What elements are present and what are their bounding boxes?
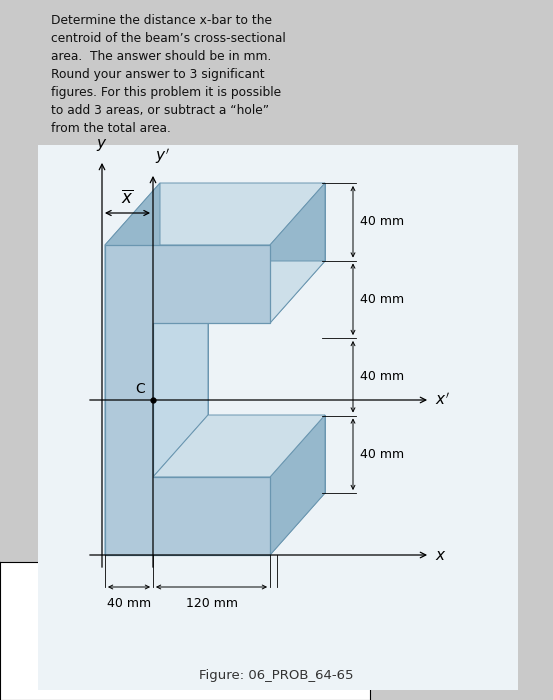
Text: 40 mm: 40 mm xyxy=(360,293,404,306)
Polygon shape xyxy=(105,183,325,245)
Text: $y'$: $y'$ xyxy=(155,146,170,166)
Polygon shape xyxy=(153,261,325,323)
Text: 40 mm: 40 mm xyxy=(360,370,404,384)
Text: $x'$: $x'$ xyxy=(435,392,450,408)
Polygon shape xyxy=(160,183,325,493)
Text: C: C xyxy=(135,382,145,396)
FancyBboxPatch shape xyxy=(38,145,518,690)
Text: 40 mm: 40 mm xyxy=(107,597,151,610)
Text: $y$: $y$ xyxy=(96,137,108,153)
Polygon shape xyxy=(153,261,208,477)
Text: Figure: 06_PROB_64-65: Figure: 06_PROB_64-65 xyxy=(199,669,354,682)
Text: 120 mm: 120 mm xyxy=(185,597,237,610)
Text: 40 mm: 40 mm xyxy=(360,448,404,461)
Text: Determine the distance x-bar to the
centroid of the beam’s cross-sectional
area.: Determine the distance x-bar to the cent… xyxy=(51,14,286,135)
Text: $x$: $x$ xyxy=(435,547,446,563)
Polygon shape xyxy=(153,415,325,477)
Polygon shape xyxy=(270,183,325,323)
Polygon shape xyxy=(105,493,325,555)
Polygon shape xyxy=(270,415,325,555)
Text: 40 mm: 40 mm xyxy=(360,216,404,228)
Polygon shape xyxy=(105,245,270,555)
Text: $\overline{x}$: $\overline{x}$ xyxy=(121,189,134,207)
Polygon shape xyxy=(105,183,160,555)
